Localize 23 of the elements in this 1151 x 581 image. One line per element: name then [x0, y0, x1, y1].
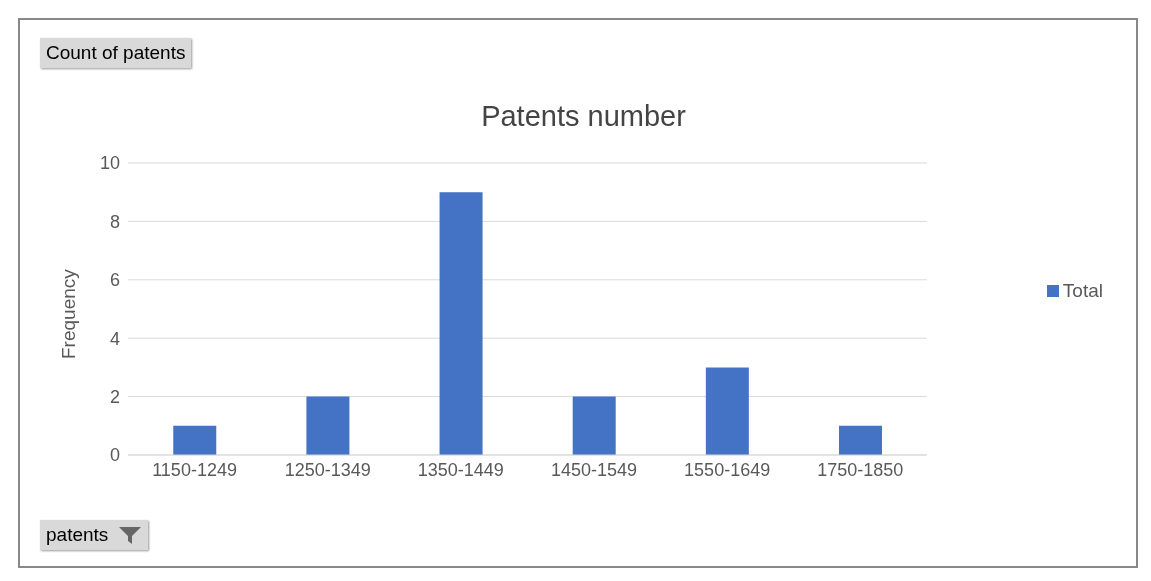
bar — [173, 425, 217, 455]
text: patents — [46, 524, 109, 546]
y-tick-label: 0 — [109, 445, 120, 466]
bar — [306, 396, 350, 455]
y-axis-title: Frequency — [57, 268, 79, 359]
x-tick-label: 1350-1449 — [417, 459, 504, 480]
y-tick-label: 6 — [109, 270, 120, 291]
y-tick-label: 4 — [109, 328, 120, 349]
x-tick-label: 1550-1649 — [684, 459, 771, 480]
x-tick-label: 1750-1850 — [817, 459, 904, 480]
chart-title: Patents number — [480, 100, 687, 133]
x-tick-label: 1450-1549 — [550, 459, 638, 480]
y-tick-label: 8 — [109, 211, 120, 232]
bar — [439, 192, 483, 455]
x-tick-label: 1150-1249 — [152, 459, 237, 480]
bar — [572, 396, 616, 455]
y-tick-label: 10 — [99, 153, 120, 174]
x-tick-label: 1250-1349 — [284, 459, 371, 480]
y-tick-label: 2 — [109, 386, 120, 407]
bar — [705, 367, 749, 455]
text: Count of patents — [40, 38, 192, 68]
legend-label: Total — [1062, 279, 1103, 301]
bar — [838, 425, 882, 455]
